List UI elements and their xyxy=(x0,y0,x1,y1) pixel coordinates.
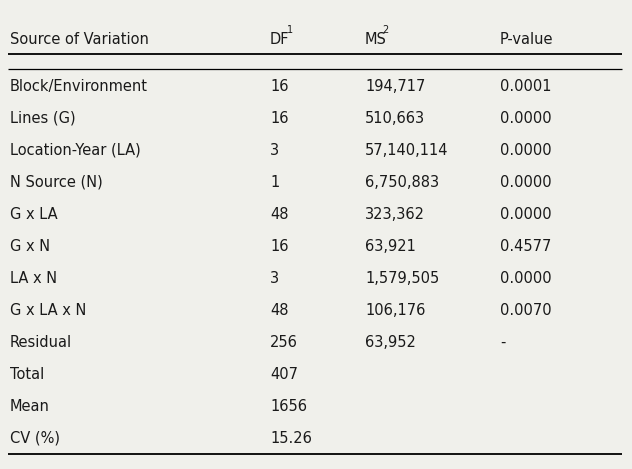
Text: 0.0000: 0.0000 xyxy=(500,174,552,189)
Text: 323,362: 323,362 xyxy=(365,206,425,221)
Text: 48: 48 xyxy=(270,206,288,221)
Text: Mean: Mean xyxy=(10,399,50,414)
Text: 16: 16 xyxy=(270,78,288,93)
Text: 510,663: 510,663 xyxy=(365,111,425,126)
Text: 0.0000: 0.0000 xyxy=(500,206,552,221)
Text: 15.26: 15.26 xyxy=(270,431,312,446)
Text: -: - xyxy=(500,334,506,349)
Text: 63,921: 63,921 xyxy=(365,239,416,254)
Text: G x LA x N: G x LA x N xyxy=(10,303,87,318)
Text: 1,579,505: 1,579,505 xyxy=(365,271,439,286)
Text: 16: 16 xyxy=(270,111,288,126)
Text: 106,176: 106,176 xyxy=(365,303,425,318)
Text: 0.0000: 0.0000 xyxy=(500,271,552,286)
Text: Block/Environment: Block/Environment xyxy=(10,78,148,93)
Text: 1656: 1656 xyxy=(270,399,307,414)
Text: Location-Year (LA): Location-Year (LA) xyxy=(10,143,141,158)
Text: LA x N: LA x N xyxy=(10,271,57,286)
Text: 1: 1 xyxy=(270,174,279,189)
Text: 0.0001: 0.0001 xyxy=(500,78,552,93)
Text: 48: 48 xyxy=(270,303,288,318)
Text: Lines (G): Lines (G) xyxy=(10,111,76,126)
Text: G x N: G x N xyxy=(10,239,50,254)
Text: 63,952: 63,952 xyxy=(365,334,416,349)
Text: 2: 2 xyxy=(382,25,388,35)
Text: DF: DF xyxy=(270,31,289,46)
Text: 1: 1 xyxy=(287,25,293,35)
Text: Source of Variation: Source of Variation xyxy=(10,31,149,46)
Text: N Source (N): N Source (N) xyxy=(10,174,103,189)
Text: 256: 256 xyxy=(270,334,298,349)
Text: 6,750,883: 6,750,883 xyxy=(365,174,439,189)
Text: G x LA: G x LA xyxy=(10,206,58,221)
Text: Total: Total xyxy=(10,366,44,381)
Text: 0.0000: 0.0000 xyxy=(500,143,552,158)
Text: 0.0070: 0.0070 xyxy=(500,303,552,318)
Text: 194,717: 194,717 xyxy=(365,78,425,93)
Text: 3: 3 xyxy=(270,143,279,158)
Text: 0.0000: 0.0000 xyxy=(500,111,552,126)
Text: 3: 3 xyxy=(270,271,279,286)
Text: CV (%): CV (%) xyxy=(10,431,60,446)
Text: MS: MS xyxy=(365,31,387,46)
Text: P-value: P-value xyxy=(500,31,554,46)
Text: 407: 407 xyxy=(270,366,298,381)
Text: 57,140,114: 57,140,114 xyxy=(365,143,449,158)
Text: 0.4577: 0.4577 xyxy=(500,239,551,254)
Text: Residual: Residual xyxy=(10,334,72,349)
Text: 16: 16 xyxy=(270,239,288,254)
